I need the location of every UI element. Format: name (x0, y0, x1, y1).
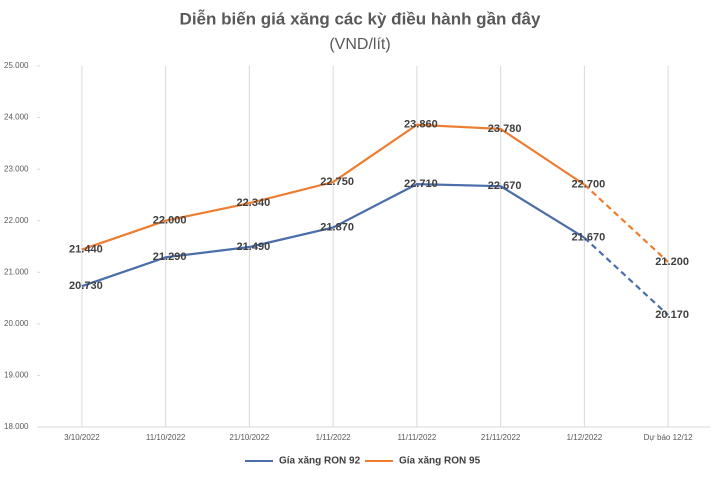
data-label: 22.000 (153, 215, 187, 227)
data-label: 21.290 (153, 251, 187, 263)
y-tick-label: 20.000 (4, 319, 29, 328)
y-tick-label: 25.000 (4, 61, 29, 70)
y-tick-label: 22.000 (4, 216, 29, 225)
x-tick-label: 3/10/2022 (64, 433, 100, 442)
y-tick-label: 23.000 (4, 164, 29, 173)
x-tick-label: 11/11/2022 (397, 433, 436, 442)
y-tick-label: 21.000 (4, 267, 29, 276)
y-tick-label: 24.000 (4, 113, 29, 122)
data-label: 20.730 (69, 280, 103, 292)
data-label: 22.670 (488, 180, 522, 192)
data-label: 21.200 (655, 256, 689, 268)
x-tick-label: 21/11/2022 (481, 433, 521, 442)
chart-title: Diễn biến giá xăng các kỳ điều hành gần … (180, 9, 541, 28)
data-label: 22.710 (404, 178, 438, 190)
chart-subtitle: (VND/lít) (329, 36, 390, 53)
series-line (81, 182, 585, 288)
x-tick-label: Dự báo 12/12 (644, 433, 693, 442)
data-label: 21.490 (237, 241, 271, 253)
data-label: 23.780 (488, 123, 522, 135)
data-label: 22.340 (237, 197, 271, 209)
data-label: 20.170 (655, 309, 689, 321)
x-tick-label: 1/12/2022 (567, 433, 603, 442)
x-tick-label: 21/10/2022 (229, 433, 270, 442)
x-tick-label: 11/10/2022 (146, 433, 186, 442)
x-tick-label: 1/11/2022 (316, 433, 352, 442)
data-label: 22.700 (572, 179, 606, 191)
data-label: 22.750 (320, 176, 354, 188)
data-label: 21.670 (572, 232, 606, 244)
forecast-line (583, 236, 669, 316)
legend-label: Gía xăng RON 92 (279, 456, 361, 467)
series-line (81, 123, 585, 251)
data-label: 23.860 (404, 119, 438, 131)
legend-label: Gía xăng RON 95 (399, 456, 481, 467)
y-tick-label: 19.000 (4, 371, 29, 380)
forecast-line (583, 183, 669, 263)
data-label: 21.870 (320, 221, 354, 233)
data-label: 21.440 (69, 244, 103, 256)
y-tick-label: 18.000 (4, 422, 29, 431)
